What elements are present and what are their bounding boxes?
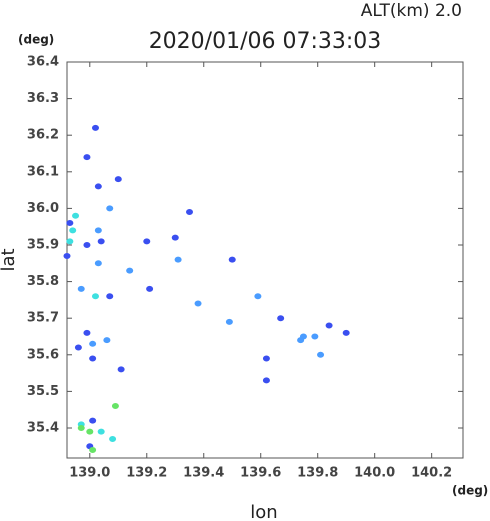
- echo-point: [277, 315, 285, 322]
- echo-point: [83, 329, 91, 336]
- echo-point: [109, 435, 117, 442]
- echo-point: [146, 285, 154, 292]
- echo-point: [94, 183, 102, 190]
- altitude-label: ALT(km) 2.0: [361, 1, 462, 21]
- echo-point: [66, 220, 74, 227]
- echo-point: [194, 300, 202, 307]
- y-tick-label: 35.5: [27, 384, 59, 399]
- y-tick-label: 36.0: [27, 201, 59, 216]
- y-tick-label: 36.1: [27, 164, 59, 179]
- echo-point: [186, 209, 194, 216]
- echo-point: [97, 428, 105, 435]
- echo-point: [342, 329, 350, 336]
- echo-point: [103, 337, 111, 344]
- x-axis-label: lon: [250, 502, 277, 521]
- y-tick-label: 36.3: [27, 91, 59, 106]
- y-unit: (deg): [18, 33, 54, 47]
- echo-point: [111, 403, 119, 410]
- echo-point: [69, 227, 77, 234]
- echo-point: [106, 293, 114, 300]
- echo-point: [91, 293, 99, 300]
- echo-point: [77, 285, 85, 292]
- echo-point: [262, 377, 270, 384]
- y-axis-label: lat: [0, 248, 19, 271]
- echo-point: [325, 322, 333, 329]
- echo-point: [89, 446, 97, 453]
- chart-title: 2020/01/06 07:33:03: [149, 29, 382, 54]
- y-tick-label: 35.9: [27, 237, 59, 252]
- echo-point: [317, 351, 325, 358]
- x-tick-label: 139.6: [240, 466, 281, 481]
- echo-point: [63, 252, 71, 259]
- y-tick-label: 35.6: [27, 347, 59, 362]
- x-tick-label: 140.2: [411, 466, 452, 481]
- echo-point: [94, 227, 102, 234]
- echo-point: [106, 205, 114, 212]
- y-tick-label: 35.8: [27, 274, 59, 289]
- echo-point: [299, 333, 307, 340]
- echo-point: [89, 355, 97, 362]
- echo-point: [74, 344, 82, 351]
- echo-point: [114, 176, 122, 183]
- plot-frame: [66, 61, 464, 459]
- echo-point: [126, 267, 134, 274]
- echo-point: [89, 417, 97, 424]
- echo-point: [91, 124, 99, 131]
- echo-point: [228, 256, 236, 263]
- echo-point: [225, 318, 233, 325]
- echo-point: [66, 238, 74, 245]
- echo-point: [83, 154, 91, 161]
- x-tick-label: 139.8: [297, 466, 338, 481]
- echo-point: [171, 234, 179, 241]
- x-tick-label: 139.0: [69, 466, 110, 481]
- echo-point: [86, 428, 94, 435]
- echo-point: [72, 212, 80, 219]
- echo-point: [262, 355, 270, 362]
- x-tick-label: 139.2: [126, 466, 167, 481]
- echo-point: [174, 256, 182, 263]
- y-tick-label: 35.4: [27, 420, 59, 435]
- echo-point: [83, 241, 91, 248]
- echo-point: [89, 340, 97, 347]
- echo-point: [77, 424, 85, 431]
- y-tick-label: 35.7: [27, 311, 59, 326]
- x-unit: (deg): [452, 484, 488, 498]
- echo-point: [143, 238, 151, 245]
- echo-point: [94, 260, 102, 267]
- echo-point: [117, 366, 125, 373]
- y-tick-label: 36.2: [27, 128, 59, 143]
- echo-point: [97, 238, 105, 245]
- x-tick-label: 140.0: [354, 466, 395, 481]
- echo-point: [254, 293, 262, 300]
- echo-point: [311, 333, 319, 340]
- x-tick-label: 139.4: [183, 466, 224, 481]
- y-tick-label: 36.4: [27, 55, 59, 70]
